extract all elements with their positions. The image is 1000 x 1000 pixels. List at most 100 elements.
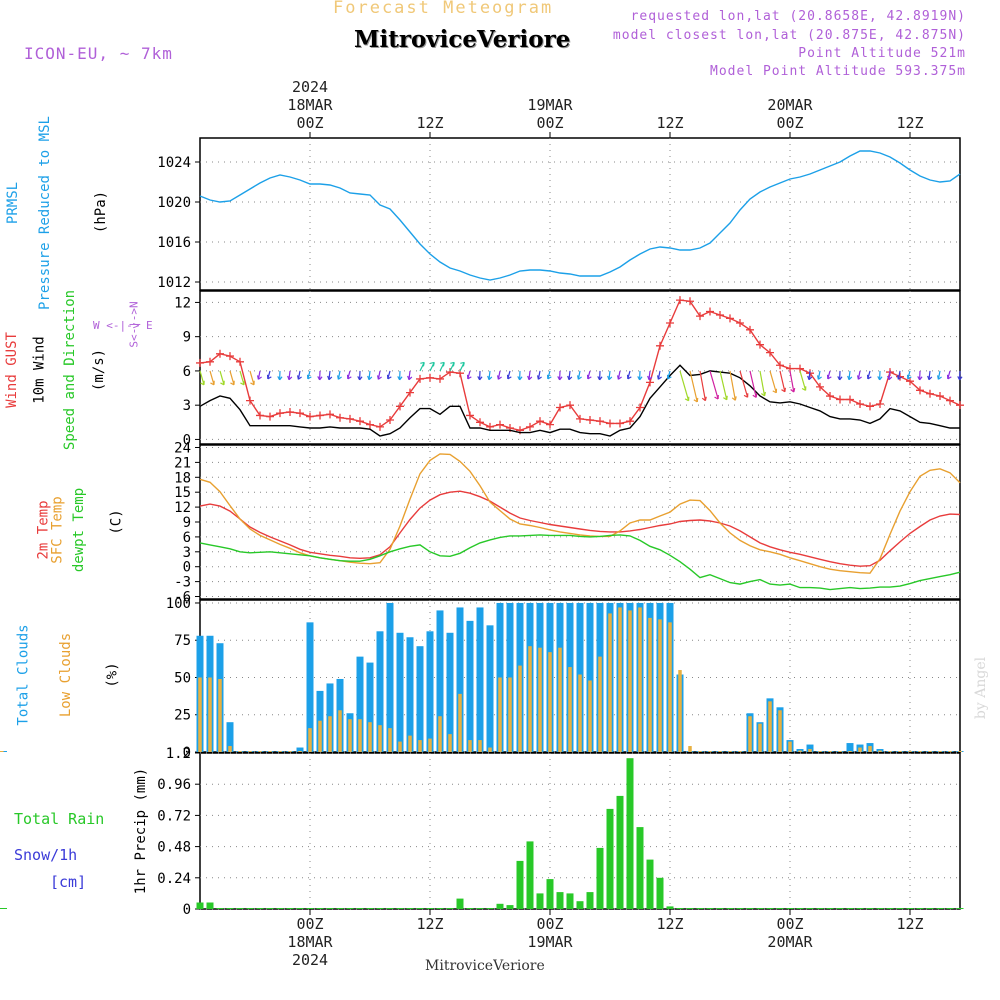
wind-direction-arrowhead <box>466 374 472 380</box>
pressure-unit-label: (hPa) <box>93 190 110 234</box>
gust-point <box>266 412 274 421</box>
gust-point <box>826 392 834 401</box>
precipitation-bar-total-rain <box>0 908 7 909</box>
clouds-bar-low-clouds <box>808 749 812 752</box>
precipitation-bar-total-rain <box>856 908 864 909</box>
precip-unit-label: 1hr Precip (mm) <box>133 767 150 895</box>
wind-direction-arrowhead <box>460 361 465 367</box>
precipitation-bar-total-rain <box>416 908 424 909</box>
wind-direction-arrow <box>249 370 255 385</box>
precipitation-bar-total-rain <box>346 908 354 909</box>
precipitation-bar-total-rain <box>596 847 604 909</box>
wind-direction-arrowhead <box>906 374 912 380</box>
wind-direction-arrowhead <box>626 374 632 380</box>
wind-direction-arrow <box>888 370 891 380</box>
wind-direction-arrowhead <box>327 375 333 381</box>
clouds-bar-total-clouds <box>386 602 394 752</box>
precipitation-bar-total-rain <box>816 908 824 909</box>
gust-point <box>496 420 504 429</box>
wind-ytick-label: 12 <box>174 295 191 311</box>
gust-point <box>586 416 594 425</box>
precipitation-bar-total-rain <box>356 908 364 909</box>
clouds-bar-low-clouds <box>0 751 4 752</box>
clouds-bar-low-clouds <box>928 751 932 752</box>
clouds-bar-total-clouds <box>586 602 594 752</box>
clouds-bar-low-clouds <box>898 751 902 752</box>
precipitation-bar-total-rain <box>236 908 244 909</box>
precipitation-bar-total-rain <box>836 908 844 909</box>
clouds-bar-low-clouds <box>818 751 822 752</box>
top-time-label: 18MAR <box>287 96 333 114</box>
temperature-ytick-label: 15 <box>174 485 191 501</box>
clouds-bar-low-clouds <box>618 607 622 752</box>
wind-direction-arrow <box>759 370 766 397</box>
gust-point <box>726 314 734 323</box>
wind-direction-arrowhead <box>506 374 512 380</box>
wind-direction-arrow <box>739 370 749 398</box>
wind-direction-arrowhead <box>927 375 933 381</box>
clouds-bar-low-clouds <box>508 677 512 752</box>
gust-point <box>866 402 874 411</box>
gust-point <box>626 417 634 426</box>
total-clouds-label: Total Clouds <box>15 624 32 726</box>
clouds-bar-total-clouds <box>796 749 804 752</box>
precipitation-bar-total-rain <box>626 758 634 909</box>
wind-direction-arrowhead <box>420 361 425 367</box>
wind-direction-arrow <box>288 370 291 380</box>
precipitation-bar-total-rain <box>666 906 674 909</box>
wind-direction-arrowhead <box>897 375 902 380</box>
gust-point <box>676 296 684 305</box>
precipitation-bar-total-rain <box>536 893 544 909</box>
wind-direction-arrowhead <box>807 375 813 381</box>
clouds-bar-low-clouds <box>408 735 412 752</box>
clouds-bar-low-clouds <box>288 751 292 752</box>
precipitation-bar-total-rain <box>736 908 744 909</box>
precipitation-bar-total-rain <box>636 827 644 909</box>
wind-direction-arrow <box>328 370 331 380</box>
precipitation-bar-total-rain <box>756 908 764 909</box>
clouds-bar-low-clouds <box>368 722 372 752</box>
gust-point <box>686 297 694 306</box>
wind-direction-arrow <box>699 370 706 401</box>
temperature-ytick-label: 9 <box>183 515 191 531</box>
chart-title: MitroviceVeriore <box>354 26 571 53</box>
wind-direction-arrowhead <box>440 361 445 367</box>
gust-point <box>836 395 844 404</box>
model-label: ICON-EU, ~ 7km <box>24 44 173 63</box>
clouds-bar-low-clouds <box>238 751 242 752</box>
gust-point <box>466 411 474 420</box>
clouds-bar-low-clouds <box>778 710 782 752</box>
wind-direction-arrowhead <box>287 375 293 381</box>
pressure-frame <box>199 137 961 291</box>
clouds-bar-low-clouds <box>518 665 522 752</box>
bottom-time-label: 00Z <box>776 915 803 933</box>
precipitation-bar-total-rain <box>516 860 524 909</box>
precipitation-bar-total-rain <box>896 908 904 909</box>
clouds-bar-low-clouds <box>728 751 732 752</box>
clouds-bar-low-clouds <box>258 751 262 752</box>
wind-direction-arrowhead <box>557 376 563 381</box>
gust-point <box>206 357 214 366</box>
clouds-bar-total-clouds <box>446 632 454 752</box>
gust-point <box>666 318 674 327</box>
precipitation-bar-total-rain <box>316 908 324 909</box>
wind-direction-arrowhead <box>257 375 262 380</box>
wind-direction-arrowhead <box>537 375 542 380</box>
wind-direction-arrowhead <box>317 376 323 381</box>
precipitation-bar-total-rain <box>406 908 414 909</box>
gust-point <box>856 400 864 409</box>
precipitation-bar-total-rain <box>246 908 254 909</box>
clouds-bar-total-clouds <box>466 620 474 752</box>
clouds-bar-low-clouds <box>218 678 222 752</box>
precipitation-bar-total-rain <box>786 908 794 909</box>
wind-direction-arrowhead <box>826 374 832 380</box>
wind-frame <box>199 290 961 445</box>
wind-direction-arrow <box>568 370 571 380</box>
wind-direction-arrowhead <box>666 374 672 380</box>
gust-point <box>596 417 604 426</box>
precipitation-ytick-label: 0.24 <box>157 871 191 887</box>
clouds-bar-low-clouds <box>398 741 402 752</box>
wind-direction-arrow <box>239 370 245 385</box>
snow-label: Snow/1h <box>14 846 78 864</box>
gust-point <box>316 411 324 420</box>
